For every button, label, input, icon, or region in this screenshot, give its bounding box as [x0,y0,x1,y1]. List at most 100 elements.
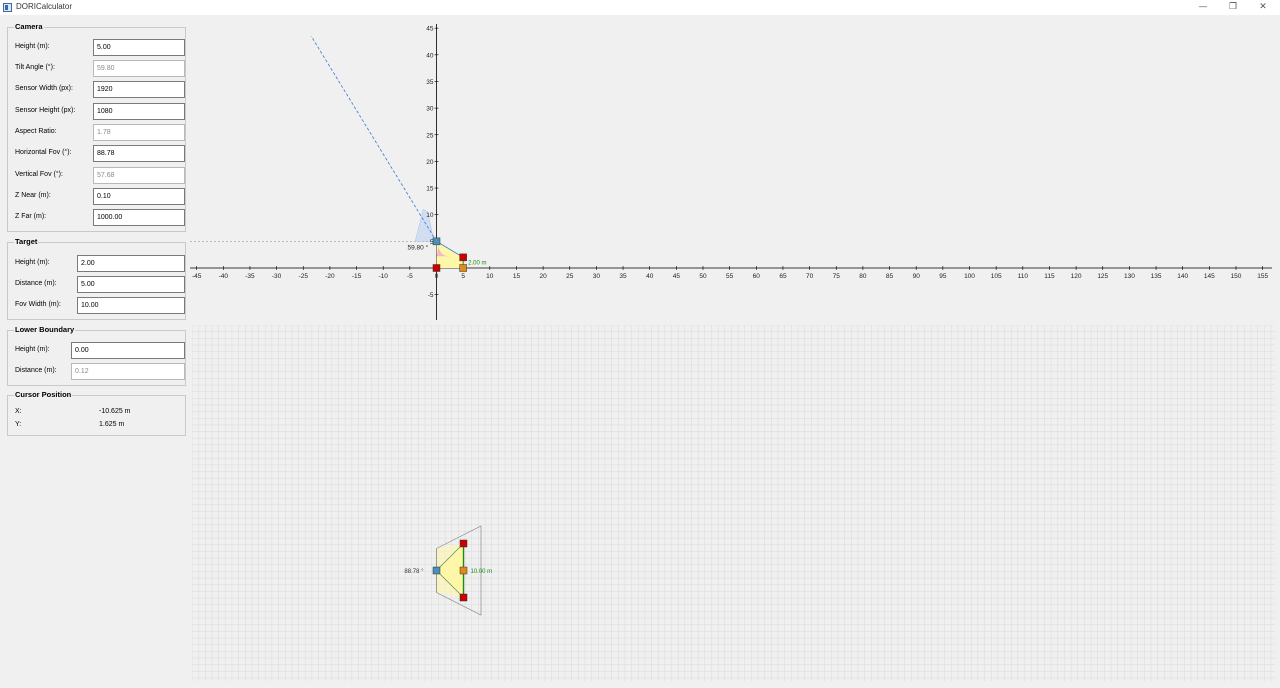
cursor-y-label: Y: [15,421,22,428]
x-tick-label: 55 [726,273,734,280]
x-tick-label: -10 [378,273,388,280]
sensor-width-row: Sensor Width (px): 1920 [15,81,185,98]
x-tick-label: 65 [779,273,787,280]
x-tick-label: 100 [964,273,975,280]
title-bar: DORICalculator — ❐ ✕ [0,0,1280,15]
x-tick-label: -5 [407,273,413,280]
vertical-fov-label: Vertical Fov (°): [15,171,63,178]
lower-height-row: Height (m): 0.00 [15,342,185,359]
x-tick-label: 45 [673,273,681,280]
fov-width-label: 10.00 m [471,569,493,575]
target-distance-label: Distance (m): [15,280,57,287]
x-tick-label: 130 [1124,273,1135,280]
camera-group-title: Camera [14,22,44,31]
tilt-angle-row: Tilt Angle (°): 59.80 [15,60,185,77]
target-height-row: Height (m): 2.00 [15,255,185,272]
x-tick-label: 40 [646,273,654,280]
target-distance-row: Distance (m): 5.00 [15,276,185,293]
fov-width-input[interactable]: 10.00 [77,297,185,314]
target-distance-input[interactable]: 5.00 [77,276,185,293]
tilt-angle-label: 59.80 ° [408,243,429,251]
cursor-position-group: Cursor Position X: -10.625 m Y: 1.625 m [7,390,186,436]
x-tick-label: -40 [219,273,229,280]
minimize-button[interactable]: — [1198,2,1208,12]
x-tick-label: 105 [991,273,1002,280]
maximize-button[interactable]: ❐ [1228,2,1238,12]
target-height-input[interactable]: 2.00 [77,255,185,272]
x-tick-label: 5 [461,273,465,280]
x-tick-label: 20 [539,273,547,280]
x-tick-label: 150 [1231,273,1242,280]
sensor-height-row: Sensor Height (px): 1080 [15,103,185,120]
aspect-ratio-input[interactable]: 1.78 [93,124,185,141]
x-tick-label: -45 [192,273,202,280]
fov-right-handle [459,593,468,602]
lower-height-label: Height (m): [15,346,50,353]
side-view-canvas[interactable]: -45 -40 -35 -30 -25 -20 -15 -10 -5 0 5 10 15 20 25 30 35… [190,18,1275,322]
lower-boundary-group-title: Lower Boundary [14,325,76,334]
tilt-angle-input[interactable]: 59.80 [93,60,185,77]
horizontal-fov-row: Horizontal Fov (°): 88.78 [15,145,185,162]
camera-height-input[interactable]: 5.00 [93,39,185,56]
top-view-canvas[interactable]: 88.78 ° 10.00 m [191,324,1275,681]
fov-left-handle [459,539,468,548]
sensor-height-input[interactable]: 1080 [93,103,185,120]
lower-height-input[interactable]: 0.00 [71,342,185,359]
x-tick-label: 0 [435,273,439,280]
x-tick-label: 110 [1018,273,1029,280]
z-far-input[interactable]: 1000.00 [93,209,185,226]
x-tick-label: 155 [1257,273,1268,280]
x-tick-label: -30 [272,273,282,280]
horizontal-fov-label: Horizontal Fov (°): [15,149,72,156]
coverage-area [436,543,464,598]
x-tick-label: 30 [593,273,601,280]
sensor-width-label: Sensor Width (px): [15,85,73,92]
x-tick-label: 75 [833,273,841,280]
z-near-row: Z Near (m): 0.10 [15,188,185,205]
target-group-title: Target [14,237,39,246]
y-tick-label: 40 [426,52,434,59]
fov-angle-label: 88.78 ° [404,569,424,575]
cursor-position-group-title: Cursor Position [14,390,73,399]
blind-zone [414,209,435,242]
x-tick-label: -15 [352,273,362,280]
lower-distance-label: Distance (m): [15,367,57,374]
x-tick-label: 125 [1097,273,1108,280]
y-tick-label: 5 [430,239,434,246]
y-tick-label: 20 [426,159,434,166]
sensor-height-label: Sensor Height (px): [15,107,76,114]
x-tick-label: 115 [1044,273,1055,280]
app-icon [3,3,12,12]
camera-height-row: Height (m): 5.00 [15,39,185,56]
y-tick-label: 25 [426,132,434,139]
target-height-label: Height (m): [15,259,50,266]
x-tick-label: 145 [1204,273,1215,280]
target-height-label: 2.00 m [468,261,486,267]
x-tick-label: 90 [913,273,921,280]
fov-width-row: Fov Width (m): 10.00 [15,297,185,314]
lower-distance-input[interactable]: 0.12 [71,363,185,380]
origin-handle [432,264,441,272]
sensor-width-input[interactable]: 1920 [93,81,185,98]
aspect-ratio-row: Aspect Ratio: 1.78 [15,124,185,141]
aspect-ratio-label: Aspect Ratio: [15,128,57,135]
horizontal-fov-input[interactable]: 88.78 [93,145,185,162]
x-tick-label: 135 [1151,273,1162,280]
z-near-input[interactable]: 0.10 [93,188,185,205]
z-far-row: Z Far (m): 1000.00 [15,209,185,226]
top-view-plot[interactable]: 88.78 ° 10.00 m [191,324,1275,681]
x-tick-label: 85 [886,273,894,280]
close-button[interactable]: ✕ [1259,2,1267,12]
cursor-x-label: X: [15,408,22,415]
x-tick-label: 15 [513,273,521,280]
side-view-plot[interactable]: -45 -40 -35 -30 -25 -20 -15 -10 -5 0 5 10 15 20 25 30 35… [190,18,1275,322]
fov-edge-lower [436,570,464,598]
fov-edge-upper [436,543,464,571]
camera-height-label: Height (m): [15,43,50,50]
lower-boundary-group: Lower Boundary Height (m): 0.00 Distance… [7,325,186,386]
cursor-y-value: 1.625 m [99,421,125,428]
vertical-fov-input[interactable]: 57.68 [93,167,185,184]
window-title: DORICalculator [16,2,73,11]
y-tick-label: 35 [426,79,434,86]
x-tick-label: 140 [1177,273,1188,280]
